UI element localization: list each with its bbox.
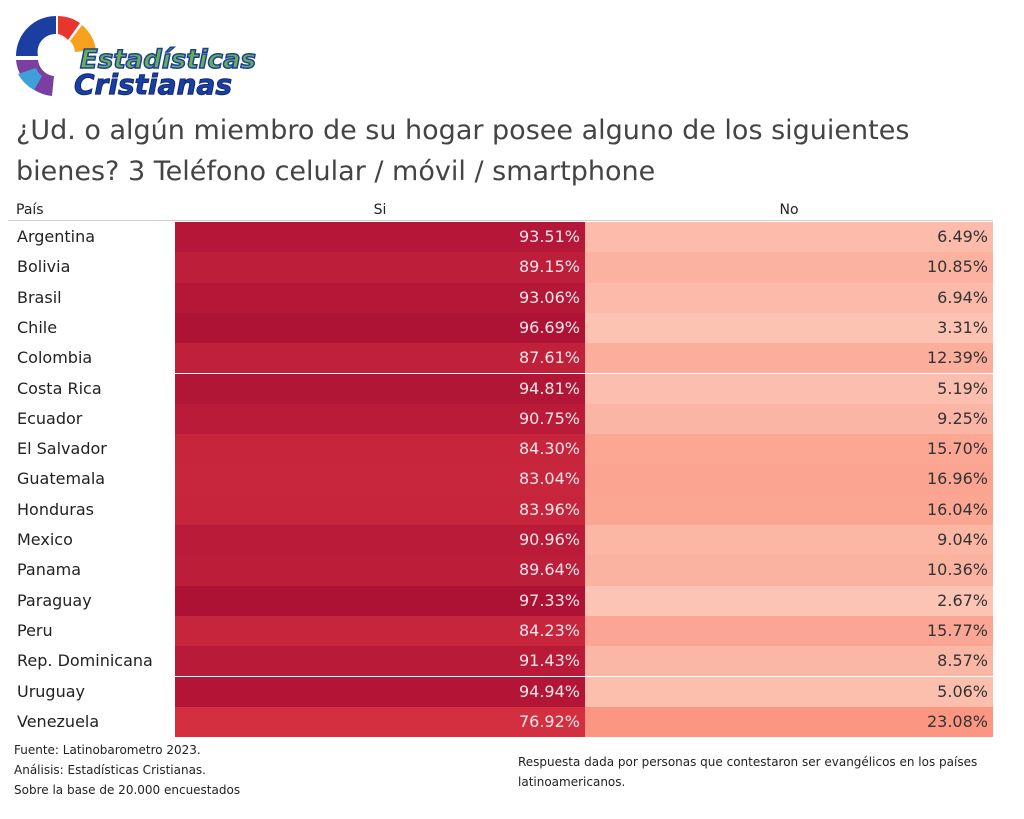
si-cell: 83.96% <box>175 494 585 525</box>
table-row: Chile 96.69% 3.31% <box>0 312 1024 344</box>
country-label: Panama <box>17 560 82 580</box>
table-row: Mexico 90.96% 9.04% <box>0 525 1024 556</box>
si-cell: 91.43% <box>175 646 585 677</box>
country-label: Rep. Dominicana <box>17 651 153 671</box>
si-cell: 89.15% <box>175 252 585 283</box>
table-row: Venezuela 76.92% 23.08% <box>0 706 1024 738</box>
country-label: Bolivia <box>17 257 71 277</box>
header-divider <box>8 220 993 221</box>
no-cell: 15.70% <box>585 434 993 465</box>
no-cell: 8.57% <box>585 646 993 677</box>
country-label: Chile <box>17 317 58 337</box>
table-row: Paraguay 97.33% 2.67% <box>0 585 1024 616</box>
country-label: Argentina <box>17 227 96 246</box>
si-cell: 94.94% <box>175 676 585 707</box>
chart-title-line2: bienes? 3 Teléfono celular / móvil / sma… <box>16 156 656 187</box>
country-label: Costa Rica <box>17 378 102 398</box>
no-cell: 5.19% <box>585 373 993 404</box>
table-row: Panama 89.64% 10.36% <box>0 555 1024 586</box>
country-label: Guatemala <box>17 469 106 489</box>
footer-source-line: Fuente: Latinobarometro 2023. <box>14 743 201 757</box>
column-header-country: País <box>16 202 44 218</box>
table-row: Colombia 87.61% 12.39% <box>0 343 1024 374</box>
no-cell: 3.31% <box>585 312 993 344</box>
no-cell: 10.85% <box>585 252 993 283</box>
table-row: Rep. Dominicana 91.43% 8.57% <box>0 646 1024 677</box>
table-row: Guatemala 83.04% 16.96% <box>0 464 1024 495</box>
svg-text:Cristianas: Cristianas <box>74 68 232 98</box>
chart-title: ¿Ud. o algún miembro de su hogar posee a… <box>16 110 1006 192</box>
country-label: Colombia <box>17 348 93 368</box>
no-cell: 10.36% <box>585 555 993 586</box>
no-cell: 12.39% <box>585 343 993 374</box>
si-cell: 89.64% <box>175 555 585 586</box>
country-label: Brasil <box>17 287 62 307</box>
si-cell: 84.30% <box>175 434 585 465</box>
si-cell: 76.92% <box>175 706 585 738</box>
no-cell: 23.08% <box>585 706 993 738</box>
si-cell: 83.04% <box>175 464 585 495</box>
si-cell: 84.23% <box>175 615 585 647</box>
column-header-si: Si <box>373 202 387 218</box>
country-label: El Salvador <box>17 439 107 459</box>
country-label: Venezuela <box>17 711 100 731</box>
estadisticas-cristianas-logo: Estadísticas Cristianas <box>16 16 257 98</box>
si-cell: 94.81% <box>175 373 585 404</box>
si-cell: 93.06% <box>175 282 585 313</box>
footer-note: Respuesta dada por personas que contesta… <box>518 755 978 789</box>
si-cell: 97.33% <box>175 585 585 616</box>
si-cell: 93.51% <box>175 222 585 253</box>
table-row: Argentina 93.51% 6.49% <box>0 222 1024 253</box>
svg-text:Estadísticas: Estadísticas <box>80 45 256 75</box>
si-cell: 87.61% <box>175 343 585 374</box>
no-cell: 6.49% <box>585 222 993 253</box>
table-row: Brasil 93.06% 6.94% <box>0 282 1024 313</box>
si-cell: 96.69% <box>175 312 585 344</box>
no-cell: 5.06% <box>585 676 993 707</box>
no-cell: 15.77% <box>585 615 993 647</box>
country-label: Paraguay <box>17 590 92 610</box>
chart-title-line1: ¿Ud. o algún miembro de su hogar posee a… <box>16 115 910 146</box>
si-cell: 90.96% <box>175 525 585 556</box>
country-label: Mexico <box>17 530 73 549</box>
country-label: Honduras <box>17 499 94 519</box>
no-cell: 9.04% <box>585 525 993 556</box>
no-cell: 6.94% <box>585 282 993 313</box>
no-cell: 16.04% <box>585 494 993 525</box>
table-row: Costa Rica 94.81% 5.19% <box>0 373 1024 404</box>
si-cell: 90.75% <box>175 403 585 435</box>
table-row: Ecuador 90.75% 9.25% <box>0 403 1024 435</box>
no-cell: 9.25% <box>585 403 993 435</box>
country-label: Peru <box>17 620 53 640</box>
no-cell: 16.96% <box>585 464 993 495</box>
table-row: Honduras 83.96% 16.04% <box>0 494 1024 525</box>
footer-sample-line: Sobre la base de 20.000 encuestados <box>14 783 241 797</box>
country-label: Uruguay <box>17 681 85 701</box>
table-row: Bolivia 89.15% 10.85% <box>0 252 1024 283</box>
country-label: Ecuador <box>17 408 83 428</box>
footer-source: Fuente: Latinobarometro 2023. Análisis: … <box>14 740 240 800</box>
table-row: Peru 84.23% 15.77% <box>0 615 1024 647</box>
table-row: Uruguay 94.94% 5.06% <box>0 676 1024 707</box>
column-header-no: No <box>779 202 799 218</box>
table-row: El Salvador 84.30% 15.70% <box>0 434 1024 465</box>
footer-analysis-line: Análisis: Estadísticas Cristianas. <box>14 763 206 777</box>
no-cell: 2.67% <box>585 585 993 616</box>
